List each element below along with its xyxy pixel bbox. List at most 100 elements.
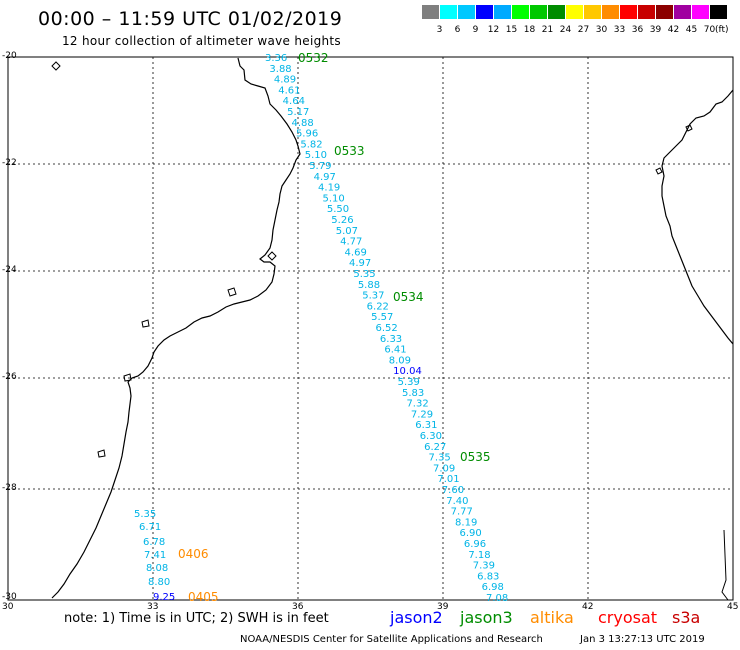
satellite-name-jason3: jason3 xyxy=(460,608,513,627)
coast-islet-5 xyxy=(97,449,106,458)
map-frame xyxy=(7,56,734,601)
swh-value: 7.40 xyxy=(446,496,468,507)
swh-value: 4.97 xyxy=(314,172,336,183)
coast-islet-1 xyxy=(51,61,61,71)
lon-label: 33 xyxy=(147,602,159,612)
swh-value: 6.96 xyxy=(464,539,486,550)
coast-islet-3 xyxy=(227,287,237,297)
swh-value: 3.88 xyxy=(269,64,291,75)
swh-value-coastal: 5.35 xyxy=(134,509,156,520)
swh-value: 10.04 xyxy=(393,366,422,377)
swh-value: 7.35 xyxy=(429,453,451,464)
legend-swatch xyxy=(512,5,529,19)
swh-value: 6.31 xyxy=(415,420,437,431)
swh-value: 5.50 xyxy=(327,204,349,215)
satellite-name-cryosat: cryosat xyxy=(598,608,658,627)
lat-label: -26 xyxy=(2,372,17,382)
swh-value: 5.35 xyxy=(353,269,375,280)
legend-swatch xyxy=(692,5,709,19)
swh-value: 7.60 xyxy=(442,485,464,496)
swh-value: 5.37 xyxy=(362,291,384,302)
swh-value: 8.19 xyxy=(455,517,477,528)
swh-value-coastal: 6.71 xyxy=(139,522,161,533)
legend-swatch xyxy=(458,5,475,19)
legend-label: 21 xyxy=(541,25,554,35)
legend-swatch xyxy=(530,5,547,19)
lat-lon-grid xyxy=(8,57,733,600)
swh-value: 4.88 xyxy=(292,118,314,129)
swh-value: 6.41 xyxy=(384,345,406,356)
swh-value: 4.89 xyxy=(274,75,296,86)
swh-value: 4.19 xyxy=(318,183,340,194)
map-subtitle: 12 hour collection of altimeter wave hei… xyxy=(62,34,341,48)
swh-value-coastal: 8.08 xyxy=(146,563,168,574)
swh-value: 5.26 xyxy=(331,215,353,226)
main-track-values: 3.363.884.894.614.645.174.885.965.825.10… xyxy=(265,53,508,604)
coast-islet-6 xyxy=(123,373,132,382)
swh-value: 4.69 xyxy=(345,247,367,258)
legend-swatch xyxy=(710,5,727,19)
swh-value: 5.39 xyxy=(398,377,420,388)
legend-label: 36 xyxy=(631,25,644,35)
swh-value-coastal: 9.25 xyxy=(153,592,175,603)
lat-label: -30 xyxy=(2,592,17,602)
swh-value: 6.83 xyxy=(477,571,499,582)
swh-value: 8.09 xyxy=(389,355,411,366)
lon-label: 42 xyxy=(582,602,594,612)
satellite-name-s3a: s3a xyxy=(672,608,701,627)
legend-label: 30 xyxy=(595,25,608,35)
pass-time-label: 0405 xyxy=(188,590,219,604)
legend-label: 27 xyxy=(577,25,590,35)
satellite-name-altika: altika xyxy=(530,608,574,627)
swh-value: 7.39 xyxy=(473,561,495,572)
swh-value: 6.90 xyxy=(459,528,481,539)
mad-islet-1 xyxy=(685,124,693,132)
legend-swatch xyxy=(620,5,637,19)
africa-coastline xyxy=(51,57,301,599)
coast-islet-2 xyxy=(267,251,277,261)
legend-swatch xyxy=(638,5,655,19)
legend-label: 70 xyxy=(703,25,716,35)
lon-label: 39 xyxy=(437,602,449,612)
generation-timestamp: Jan 3 13:27:13 UTC 2019 xyxy=(580,634,705,645)
mad-islet-2 xyxy=(655,167,663,175)
credit-line: NOAA/NESDIS Center for Satellite Applica… xyxy=(240,634,543,645)
legend-swatch xyxy=(584,5,601,19)
swh-value: 4.61 xyxy=(278,85,300,96)
pass-time-label: 0533 xyxy=(334,144,365,158)
pass-time-label: 0532 xyxy=(298,51,329,65)
swh-value: 5.82 xyxy=(300,139,322,150)
swh-value: 6.33 xyxy=(380,334,402,345)
mad-east-edge xyxy=(721,529,729,601)
legend-label: 12 xyxy=(487,25,500,35)
legend-swatch xyxy=(440,5,457,19)
swh-value-coastal: 6.78 xyxy=(143,537,165,548)
legend-swatch xyxy=(422,5,439,19)
swh-value: 6.98 xyxy=(482,582,504,593)
swh-value: 4.97 xyxy=(349,258,371,269)
map-title: 00:00 – 11:59 UTC 01/02/2019 xyxy=(38,8,343,30)
swh-value: 5.10 xyxy=(322,193,344,204)
units-note: note: 1) Time is in UTC; 2) SWH is in fe… xyxy=(64,611,329,626)
swh-value: 5.10 xyxy=(305,150,327,161)
lon-label: 45 xyxy=(727,602,739,612)
legend-label: 15 xyxy=(505,25,518,35)
legend-swatch xyxy=(566,5,583,19)
swh-value: 7.01 xyxy=(437,474,459,485)
lon-label: 30 xyxy=(2,602,14,612)
swh-value: 7.32 xyxy=(406,399,428,410)
swh-value: 7.29 xyxy=(411,409,433,420)
swh-value: 6.27 xyxy=(424,442,446,453)
lat-label: -28 xyxy=(2,483,17,493)
lon-label: 36 xyxy=(292,602,304,612)
swh-value: 5.57 xyxy=(371,312,393,323)
legend-label: 33 xyxy=(613,25,626,35)
legend-swatch xyxy=(476,5,493,19)
swh-value: 7.18 xyxy=(468,550,490,561)
swh-value: 5.79 xyxy=(309,161,331,172)
lat-label: -24 xyxy=(2,265,17,275)
legend-label: 9 xyxy=(472,25,479,35)
swh-value: 5.83 xyxy=(402,388,424,399)
swh-value: 6.22 xyxy=(367,301,389,312)
